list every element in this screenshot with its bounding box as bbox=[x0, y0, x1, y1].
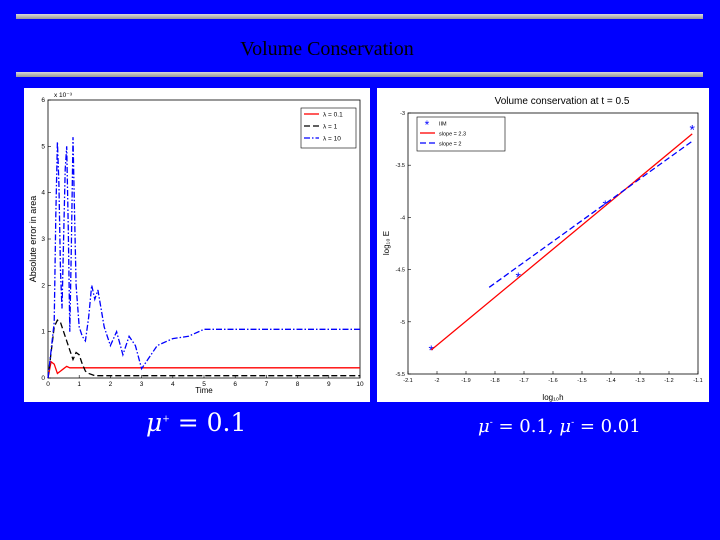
slide-title: Volume Conservation bbox=[240, 38, 414, 60]
y-axis-multiplier: x 10⁻³ bbox=[54, 92, 73, 99]
formula-left-symbol: μ bbox=[146, 408, 163, 437]
legend-label: λ = 0.1 bbox=[323, 112, 343, 119]
series-line-1 bbox=[47, 319, 360, 379]
series-line-2 bbox=[488, 140, 693, 288]
legend-box bbox=[300, 107, 357, 149]
x-tick-label: 4 bbox=[171, 381, 175, 388]
convergence-chart: -2.1 -2 -1.9 -1.8 -1.7 -1.6 -1.5 -1.4 -1.3 -1.2 -1… bbox=[382, 96, 703, 402]
y-tick-label: -4.5 bbox=[396, 268, 405, 274]
x-tick-label: 5 bbox=[202, 381, 206, 388]
x-tick-label: -2 bbox=[435, 378, 440, 384]
y-tick-label: -3.5 bbox=[396, 163, 405, 169]
series-line-1 bbox=[430, 133, 693, 351]
y-axis-label: Absolute error in area bbox=[28, 196, 38, 283]
x-tick-label: 7 bbox=[265, 381, 269, 388]
right-chart-panel: -2.1 -2 -1.9 -1.8 -1.7 -1.6 -1.5 -1.4 -1.3 -1.2 -1… bbox=[377, 88, 709, 402]
formula-right-rhs-1: = 0.1, bbox=[492, 416, 554, 437]
area-error-chart: 0 1 2 3 4 5 6 7 8 9 10 0 1 2 3 4 5 6 λ = 0.1 λ = 1 λ = 10 Tim… bbox=[28, 92, 364, 395]
y-tick-label: -5 bbox=[400, 320, 405, 326]
x-tick-label: 1 bbox=[77, 381, 81, 388]
x-tick-label: -1.3 bbox=[635, 378, 644, 384]
formula-right: μ- = 0.1, μ- = 0.01 bbox=[478, 416, 641, 437]
y-tick-label: 4 bbox=[41, 190, 45, 197]
y-tick-label: -5.5 bbox=[396, 372, 405, 378]
x-tick-label: 9 bbox=[327, 381, 331, 388]
y-tick-label: 3 bbox=[41, 236, 45, 243]
x-tick-label: -1.6 bbox=[548, 378, 557, 384]
x-tick-label: -1.2 bbox=[664, 378, 673, 384]
y-tick-label: 1 bbox=[41, 329, 45, 336]
formula-right-sup-2: - bbox=[571, 418, 575, 428]
formula-left-sup: + bbox=[162, 414, 170, 425]
formula-right-symbol-2: μ bbox=[559, 416, 572, 437]
legend-label: slope = 2 bbox=[439, 142, 461, 148]
top-divider bbox=[16, 14, 703, 19]
legend-label: λ = 1 bbox=[323, 124, 338, 131]
x-tick-label: -1.5 bbox=[577, 378, 586, 384]
chart-title: Volume conservation at t = 0.5 bbox=[495, 96, 630, 107]
y-axis-label: log₁₀ E bbox=[382, 231, 391, 255]
formula-right-sup-1: - bbox=[489, 418, 493, 428]
legend-box bbox=[416, 116, 506, 152]
legend-label: λ = 10 bbox=[323, 136, 341, 143]
bottom-divider bbox=[16, 72, 703, 77]
plot-area bbox=[407, 112, 699, 375]
y-tick-label: 0 bbox=[41, 375, 45, 382]
series-line-0 bbox=[47, 360, 360, 379]
x-tick-label: -2.1 bbox=[403, 378, 412, 384]
formula-right-symbol-1: μ bbox=[478, 416, 490, 437]
x-tick-label: 8 bbox=[296, 381, 300, 388]
x-tick-label: 0 bbox=[46, 381, 50, 388]
formula-right-rhs-2: = 0.01 bbox=[574, 416, 641, 437]
y-tick-label: 2 bbox=[41, 282, 45, 289]
y-tick-label: 6 bbox=[41, 97, 45, 104]
x-axis-label: Time bbox=[195, 386, 213, 395]
legend-label: slope = 2.3 bbox=[439, 132, 466, 138]
x-axis-label: log₁₀h bbox=[542, 393, 563, 402]
legend-marker: * bbox=[425, 118, 430, 132]
x-tick-label: 10 bbox=[356, 381, 364, 388]
x-tick-label: 2 bbox=[109, 381, 113, 388]
y-tick-label: -4 bbox=[400, 215, 405, 221]
left-chart-panel: 0 1 2 3 4 5 6 7 8 9 10 0 1 2 3 4 5 6 λ = 0.1 λ = 1 λ = 10 Tim… bbox=[24, 88, 370, 402]
y-tick-label: -3 bbox=[400, 111, 405, 117]
formula-left-rhs: = 0.1 bbox=[169, 408, 247, 437]
data-point-marker: * bbox=[689, 122, 695, 138]
x-tick-label: -1.1 bbox=[693, 378, 702, 384]
x-tick-label: -1.8 bbox=[490, 378, 499, 384]
x-tick-label: -1.4 bbox=[606, 378, 615, 384]
formula-left: μ+ = 0.1 bbox=[146, 408, 246, 437]
x-tick-label: 3 bbox=[140, 381, 144, 388]
x-tick-label: 6 bbox=[233, 381, 237, 388]
series-line-2 bbox=[47, 137, 360, 379]
x-tick-label: -1.7 bbox=[519, 378, 528, 384]
y-tick-label: 5 bbox=[41, 143, 45, 150]
x-tick-label: -1.9 bbox=[461, 378, 470, 384]
legend-label: IIM bbox=[439, 122, 447, 128]
